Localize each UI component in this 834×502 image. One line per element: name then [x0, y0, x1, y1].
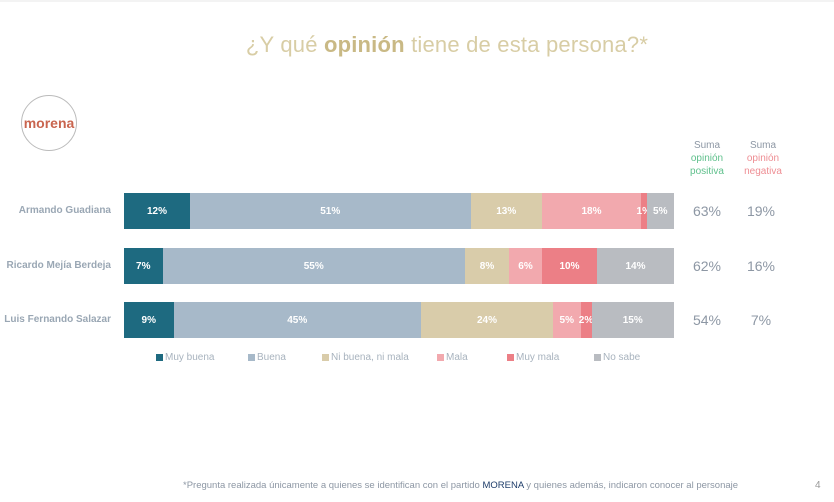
header-positive: Suma opinión positiva	[677, 139, 737, 178]
data-label: 12%	[146, 205, 167, 217]
legend-swatch	[248, 354, 255, 361]
legend: Muy buena Buena Ni buena, ni mala Mala Muy m…	[0, 352, 834, 366]
legend-label: Muy buena	[165, 352, 215, 363]
data-label: 45%	[287, 314, 308, 326]
bar-segment: 8%	[465, 248, 509, 284]
data-label: 5%	[559, 314, 574, 326]
data-label: 6%	[518, 260, 533, 272]
bar-segment: 2%	[578, 302, 594, 338]
bar-segment: 18%	[542, 193, 641, 229]
header-positive-l2: opinión	[690, 153, 724, 164]
bar-segment: 24%	[421, 302, 553, 338]
legend-label: No sabe	[603, 352, 641, 363]
bar-segment: 45%	[173, 302, 421, 338]
data-label: 2%	[578, 314, 594, 326]
data-label: 24%	[476, 314, 497, 326]
bar-segment: 15%	[591, 302, 674, 338]
title-pre: ¿Y qué	[245, 32, 324, 57]
row-label: Luis Fernando Salazar	[4, 314, 111, 325]
top-divider	[0, 0, 834, 2]
data-label: 7%	[136, 260, 151, 272]
header-negative-l2: opinión	[746, 153, 780, 164]
row-label: Armando Guadiana	[18, 205, 111, 216]
bar-segment: 1%	[637, 193, 651, 229]
legend-swatch	[594, 354, 601, 361]
legend-label: Ni buena, ni mala	[331, 352, 409, 363]
data-label: 5%	[653, 205, 668, 217]
data-label: 14%	[625, 260, 646, 272]
sum-positive: 63%	[692, 203, 722, 219]
bar-row: 12% 51% 13% 18% 1% 5%	[124, 193, 674, 229]
legend-item: Mala	[437, 352, 468, 363]
data-label: 55%	[303, 260, 324, 272]
footnote-bold: MORENA	[482, 480, 524, 491]
bar-row: 7% 55% 8% 6% 10% 14%	[124, 248, 674, 284]
bar-segment: 6%	[509, 248, 542, 284]
sum-positive: 62%	[692, 258, 722, 274]
header-positive-l3: positiva	[690, 166, 724, 177]
legend-item: Muy buena	[156, 352, 214, 363]
data-label: 13%	[496, 205, 517, 217]
bar-segment: 5%	[646, 193, 674, 229]
page-title: ¿Y qué opinión tiene de esta persona?*	[0, 32, 834, 58]
morena-logo: morena	[21, 95, 77, 151]
legend-label: Mala	[446, 352, 468, 363]
legend-item: No sabe	[594, 352, 640, 363]
sum-positive: 54%	[692, 312, 722, 328]
legend-item: Ni buena, ni mala	[322, 352, 409, 363]
data-label: 15%	[622, 314, 643, 326]
legend-swatch	[156, 354, 163, 361]
legend-swatch	[437, 354, 444, 361]
header-negative-l3: negativa	[744, 166, 782, 177]
bar-segment: 5%	[553, 302, 581, 338]
footnote-post: y quienes además, indicaron conocer al p…	[523, 480, 739, 491]
bar-segment: 55%	[162, 248, 465, 284]
header-positive-l1: Suma	[693, 140, 721, 151]
data-label: 51%	[320, 205, 341, 217]
data-label: 8%	[479, 260, 495, 272]
bar-segment: 14%	[597, 248, 674, 284]
header-negative: Suma opinión negativa	[733, 139, 793, 178]
bar-segment: 9%	[124, 302, 174, 338]
bar-segment: 10%	[542, 248, 597, 284]
sum-negative: 7%	[750, 312, 772, 328]
bar-segment: 7%	[124, 248, 163, 284]
legend-item: Buena	[248, 352, 286, 363]
legend-label: Muy mala	[516, 352, 560, 363]
data-label: 1%	[636, 205, 651, 217]
legend-swatch	[507, 354, 514, 361]
bar-row: 9% 45% 24% 5% 2% 15%	[124, 302, 674, 338]
page-number: 4	[815, 480, 821, 491]
bar-segment: 12%	[124, 193, 190, 229]
data-label: 10%	[559, 260, 580, 272]
legend-item: Muy mala	[507, 352, 559, 363]
title-bold: opinión	[323, 32, 405, 57]
footnote: *Pregunta realizada únicamente a quienes…	[183, 480, 738, 491]
data-label: 9%	[141, 314, 156, 326]
legend-swatch	[322, 354, 329, 361]
bar-segment: 51%	[190, 193, 471, 229]
data-label: 18%	[581, 205, 602, 217]
row-label: Ricardo Mejía Berdeja	[6, 260, 111, 271]
legend-label: Buena	[257, 352, 286, 363]
bar-segment: 13%	[470, 193, 542, 229]
footnote-pre: *Pregunta realizada únicamente a quienes…	[183, 480, 483, 491]
header-negative-l1: Suma	[749, 140, 777, 151]
title-post: tiene de esta persona?*	[404, 32, 649, 57]
sum-negative: 16%	[746, 258, 776, 274]
sum-negative: 19%	[746, 203, 776, 219]
